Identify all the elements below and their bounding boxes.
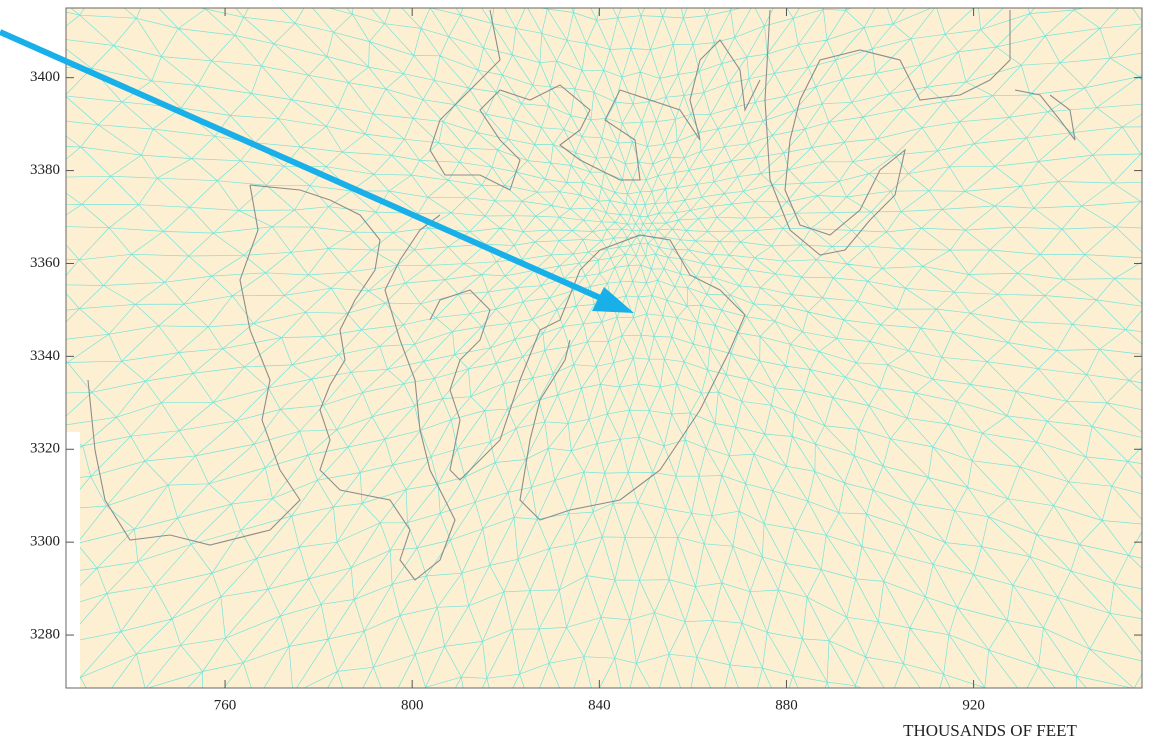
- overlay-panel: [0, 432, 80, 747]
- page: {"axes": { "xlabel": "THOUSANDS OF FEET"…: [0, 0, 1162, 747]
- mesh-figure: THOUSANDS OF FEET 760 800 840 880 920 3280 330…: [0, 0, 1162, 747]
- x-tick-label: 760: [214, 697, 237, 713]
- x-tick-label: 840: [588, 697, 611, 713]
- x-tick-label: 880: [775, 697, 798, 713]
- y-tick-label: 3320: [30, 441, 60, 457]
- y-tick-label: 3280: [30, 626, 60, 642]
- y-tick-label: 3340: [30, 348, 60, 364]
- y-tick-label: 3380: [30, 162, 60, 178]
- x-tick-label: 920: [962, 697, 985, 713]
- y-tick-label: 3360: [30, 255, 60, 271]
- y-tick-label: 3400: [30, 69, 60, 85]
- x-axis-label: THOUSANDS OF FEET: [903, 721, 1077, 740]
- x-tick-label: 800: [401, 697, 424, 713]
- y-tick-label: 3300: [30, 534, 60, 550]
